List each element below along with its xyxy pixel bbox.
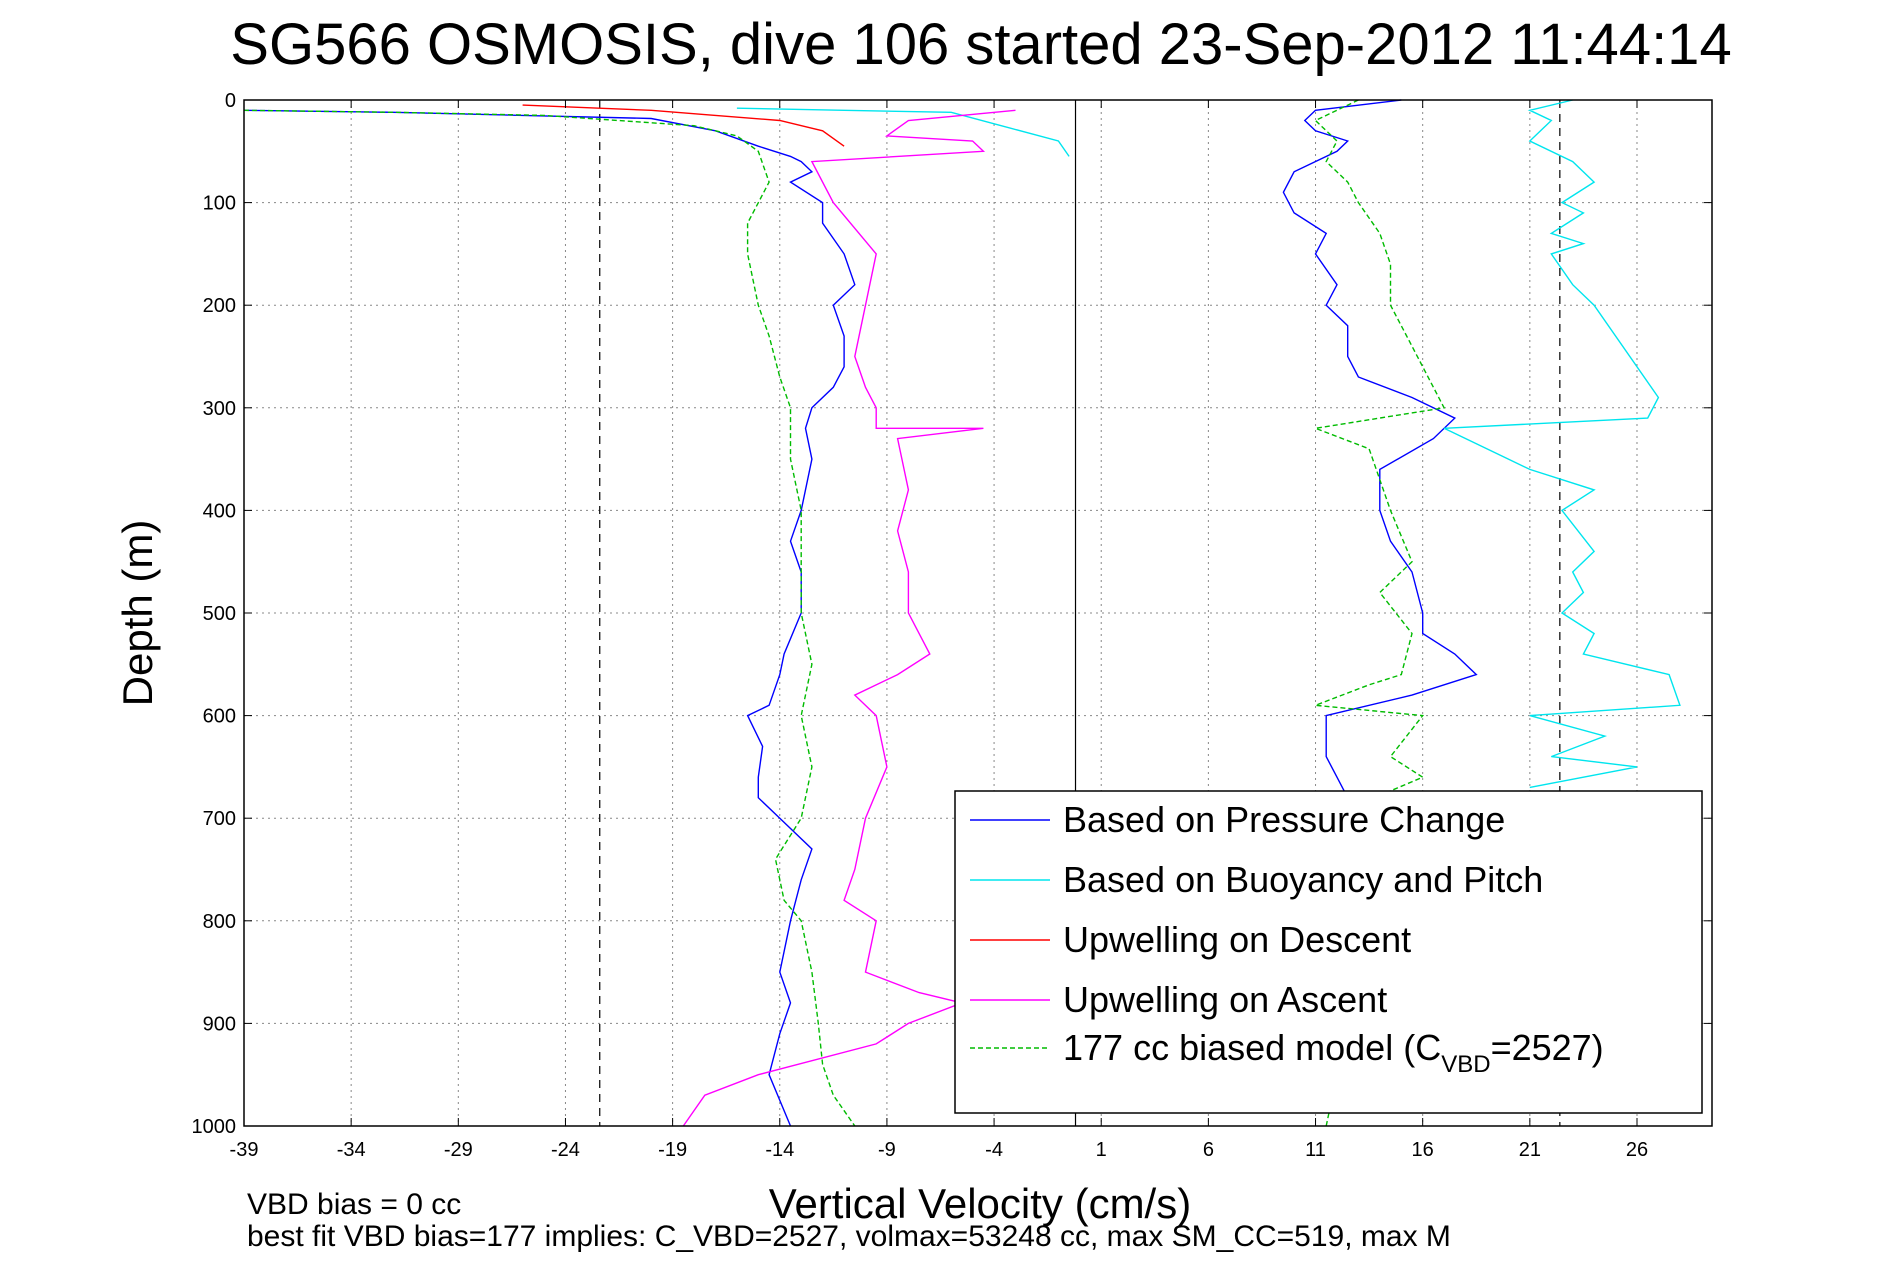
series-2-descent-line: [522, 104, 845, 147]
best-fit-note: best fit VBD bias=177 implies: C_VBD=252…: [247, 1220, 1451, 1253]
x-tick-label-9: 6: [1203, 1139, 1214, 1161]
series-0-descent-line: [243, 109, 856, 1127]
y-tick-label-0: 0: [225, 90, 236, 112]
series-1-descent-line: [736, 107, 1070, 157]
x-tick-label-6: -9: [878, 1139, 896, 1161]
y-tick-label-10: 1000: [192, 1116, 237, 1138]
x-tick-label-8: 1: [1096, 1139, 1107, 1161]
x-tick-label-1: -34: [337, 1139, 366, 1161]
y-tick-label-5: 500: [203, 603, 236, 625]
series-4-ascent-line: [1312, 99, 1446, 1127]
legend-items: Based on Pressure Change Based on Buoyanc…: [970, 799, 1604, 1078]
y-axis-label: Depth (m): [114, 520, 161, 707]
series-3-ascent-line: [682, 109, 1016, 1127]
x-tick-label-7: -4: [985, 1139, 1003, 1161]
x-tick-label-12: 21: [1519, 1139, 1541, 1161]
y-tick-label-1: 100: [203, 193, 236, 215]
series-layer: [243, 99, 1681, 1127]
legend-label-4: 177 cc biased model (CVBD=2527): [1063, 1027, 1604, 1078]
vbd-bias-note: VBD bias = 0 cc: [247, 1188, 461, 1221]
series-4-descent-line: [243, 109, 856, 1127]
y-tick-label-4: 400: [203, 500, 236, 522]
x-tick-label-0: -39: [230, 1139, 259, 1161]
y-ticks: 0 100 200 300 400 500 600 700 800 900 1000: [192, 90, 1712, 1138]
series-0-ascent-line: [1282, 99, 1478, 840]
legend-label-3: Upwelling on Ascent: [1063, 979, 1387, 1020]
y-tick-label-8: 800: [203, 911, 236, 933]
x-tick-label-5: -14: [765, 1139, 794, 1161]
x-tick-label-4: -19: [658, 1139, 687, 1161]
y-tick-label-3: 300: [203, 398, 236, 420]
x-tick-label-3: -24: [551, 1139, 580, 1161]
y-tick-label-2: 200: [203, 295, 236, 317]
x-axis-label: Vertical Velocity (cm/s): [769, 1180, 1191, 1227]
chart-title: SG566 OSMOSIS, dive 106 started 23-Sep-2…: [230, 12, 1731, 77]
x-tick-label-10: 11: [1305, 1139, 1326, 1161]
x-tick-label-2: -29: [444, 1139, 473, 1161]
y-tick-label-7: 700: [203, 808, 236, 830]
legend-label-2: Upwelling on Descent: [1063, 919, 1411, 960]
legend-label-1: Based on Buoyancy and Pitch: [1063, 859, 1543, 900]
y-tick-label-6: 600: [203, 706, 236, 728]
x-tick-label-13: 26: [1626, 1139, 1648, 1161]
x-tick-label-11: 16: [1412, 1139, 1434, 1161]
legend-box: [954, 790, 1703, 1114]
legend: Based on Pressure Change Based on Buoyanc…: [954, 790, 1703, 1114]
legend-label-0: Based on Pressure Change: [1063, 799, 1505, 840]
series-1-ascent-line: [1443, 99, 1681, 789]
y-tick-label-9: 900: [203, 1013, 236, 1035]
x-ticks: -39 -34 -29 -24 -19 -14 -9 -4 1 6 11 16 21 26: [230, 100, 1648, 1161]
